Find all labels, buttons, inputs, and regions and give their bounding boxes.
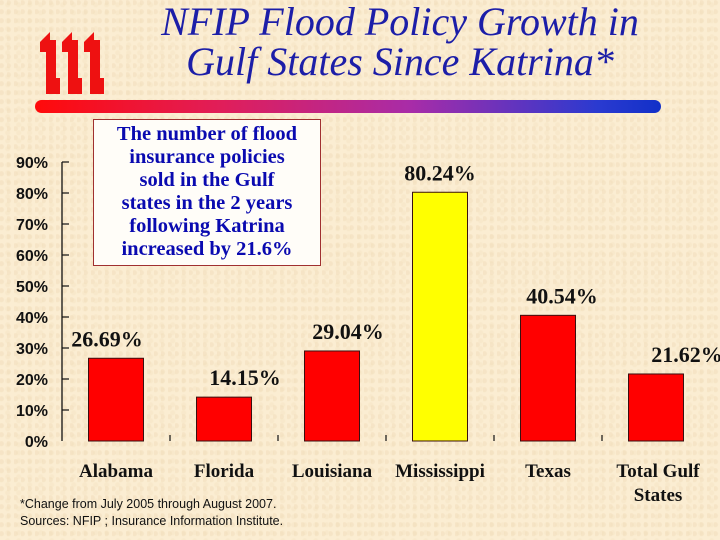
- category-label: Alabama: [79, 461, 153, 482]
- bar-total-gulf: [628, 373, 684, 442]
- title-line-1: NFIP Flood Policy Growth in: [161, 0, 639, 44]
- footnote: *Change from July 2005 through August 20…: [20, 496, 283, 530]
- callout-line: following Katrina: [129, 215, 285, 237]
- title-line-2: Gulf States Since Katrina*: [186, 39, 614, 84]
- category-label: States: [634, 485, 683, 506]
- footnote-change-period: *Change from July 2005 through August 20…: [20, 497, 277, 511]
- bar-texas: [520, 314, 576, 442]
- y-tick-label: 80%: [16, 186, 48, 203]
- iii-logo-icon: [40, 32, 104, 94]
- callout-line: states in the 2 years: [121, 192, 293, 214]
- bar-louisiana: [304, 350, 360, 442]
- y-tick-label: 0%: [25, 434, 48, 451]
- data-label: 14.15%: [209, 365, 281, 390]
- data-label: 26.69%: [71, 326, 143, 351]
- page-title: NFIP Flood Policy Growth in Gulf States …: [120, 2, 680, 82]
- data-label: 80.24%: [404, 160, 476, 185]
- title-divider: [35, 100, 661, 113]
- callout-line: insurance policies: [129, 146, 285, 168]
- y-tick-label: 60%: [16, 248, 48, 265]
- y-tick-label: 70%: [16, 217, 48, 234]
- callout-line: The number of flood: [116, 123, 298, 145]
- data-label: 29.04%: [312, 319, 384, 344]
- callout-line: sold in the Gulf: [139, 169, 275, 191]
- category-label: Florida: [194, 461, 255, 482]
- bar-florida: [196, 396, 252, 442]
- footnote-sources: Sources: NFIP ; Insurance Information In…: [20, 514, 284, 528]
- y-tick-label: 20%: [16, 372, 48, 389]
- category-label: Louisiana: [292, 461, 373, 482]
- bar-mississippi: [412, 191, 468, 442]
- callout-line: increased by 21.6%: [121, 238, 293, 260]
- y-tick-label: 50%: [16, 279, 48, 296]
- y-tick-label: 40%: [16, 310, 48, 327]
- category-label: Total Gulf: [616, 461, 700, 482]
- y-tick-label: 10%: [16, 403, 48, 420]
- data-label: 40.54%: [526, 283, 598, 308]
- bar-alabama: [88, 357, 144, 442]
- callout-box: The number of flood insurance policies s…: [93, 119, 321, 266]
- category-label: Mississippi: [395, 461, 485, 482]
- y-tick-label: 30%: [16, 341, 48, 358]
- y-tick-label: 90%: [16, 155, 48, 172]
- category-label: Texas: [525, 461, 571, 482]
- data-label: 21.62%: [651, 342, 720, 367]
